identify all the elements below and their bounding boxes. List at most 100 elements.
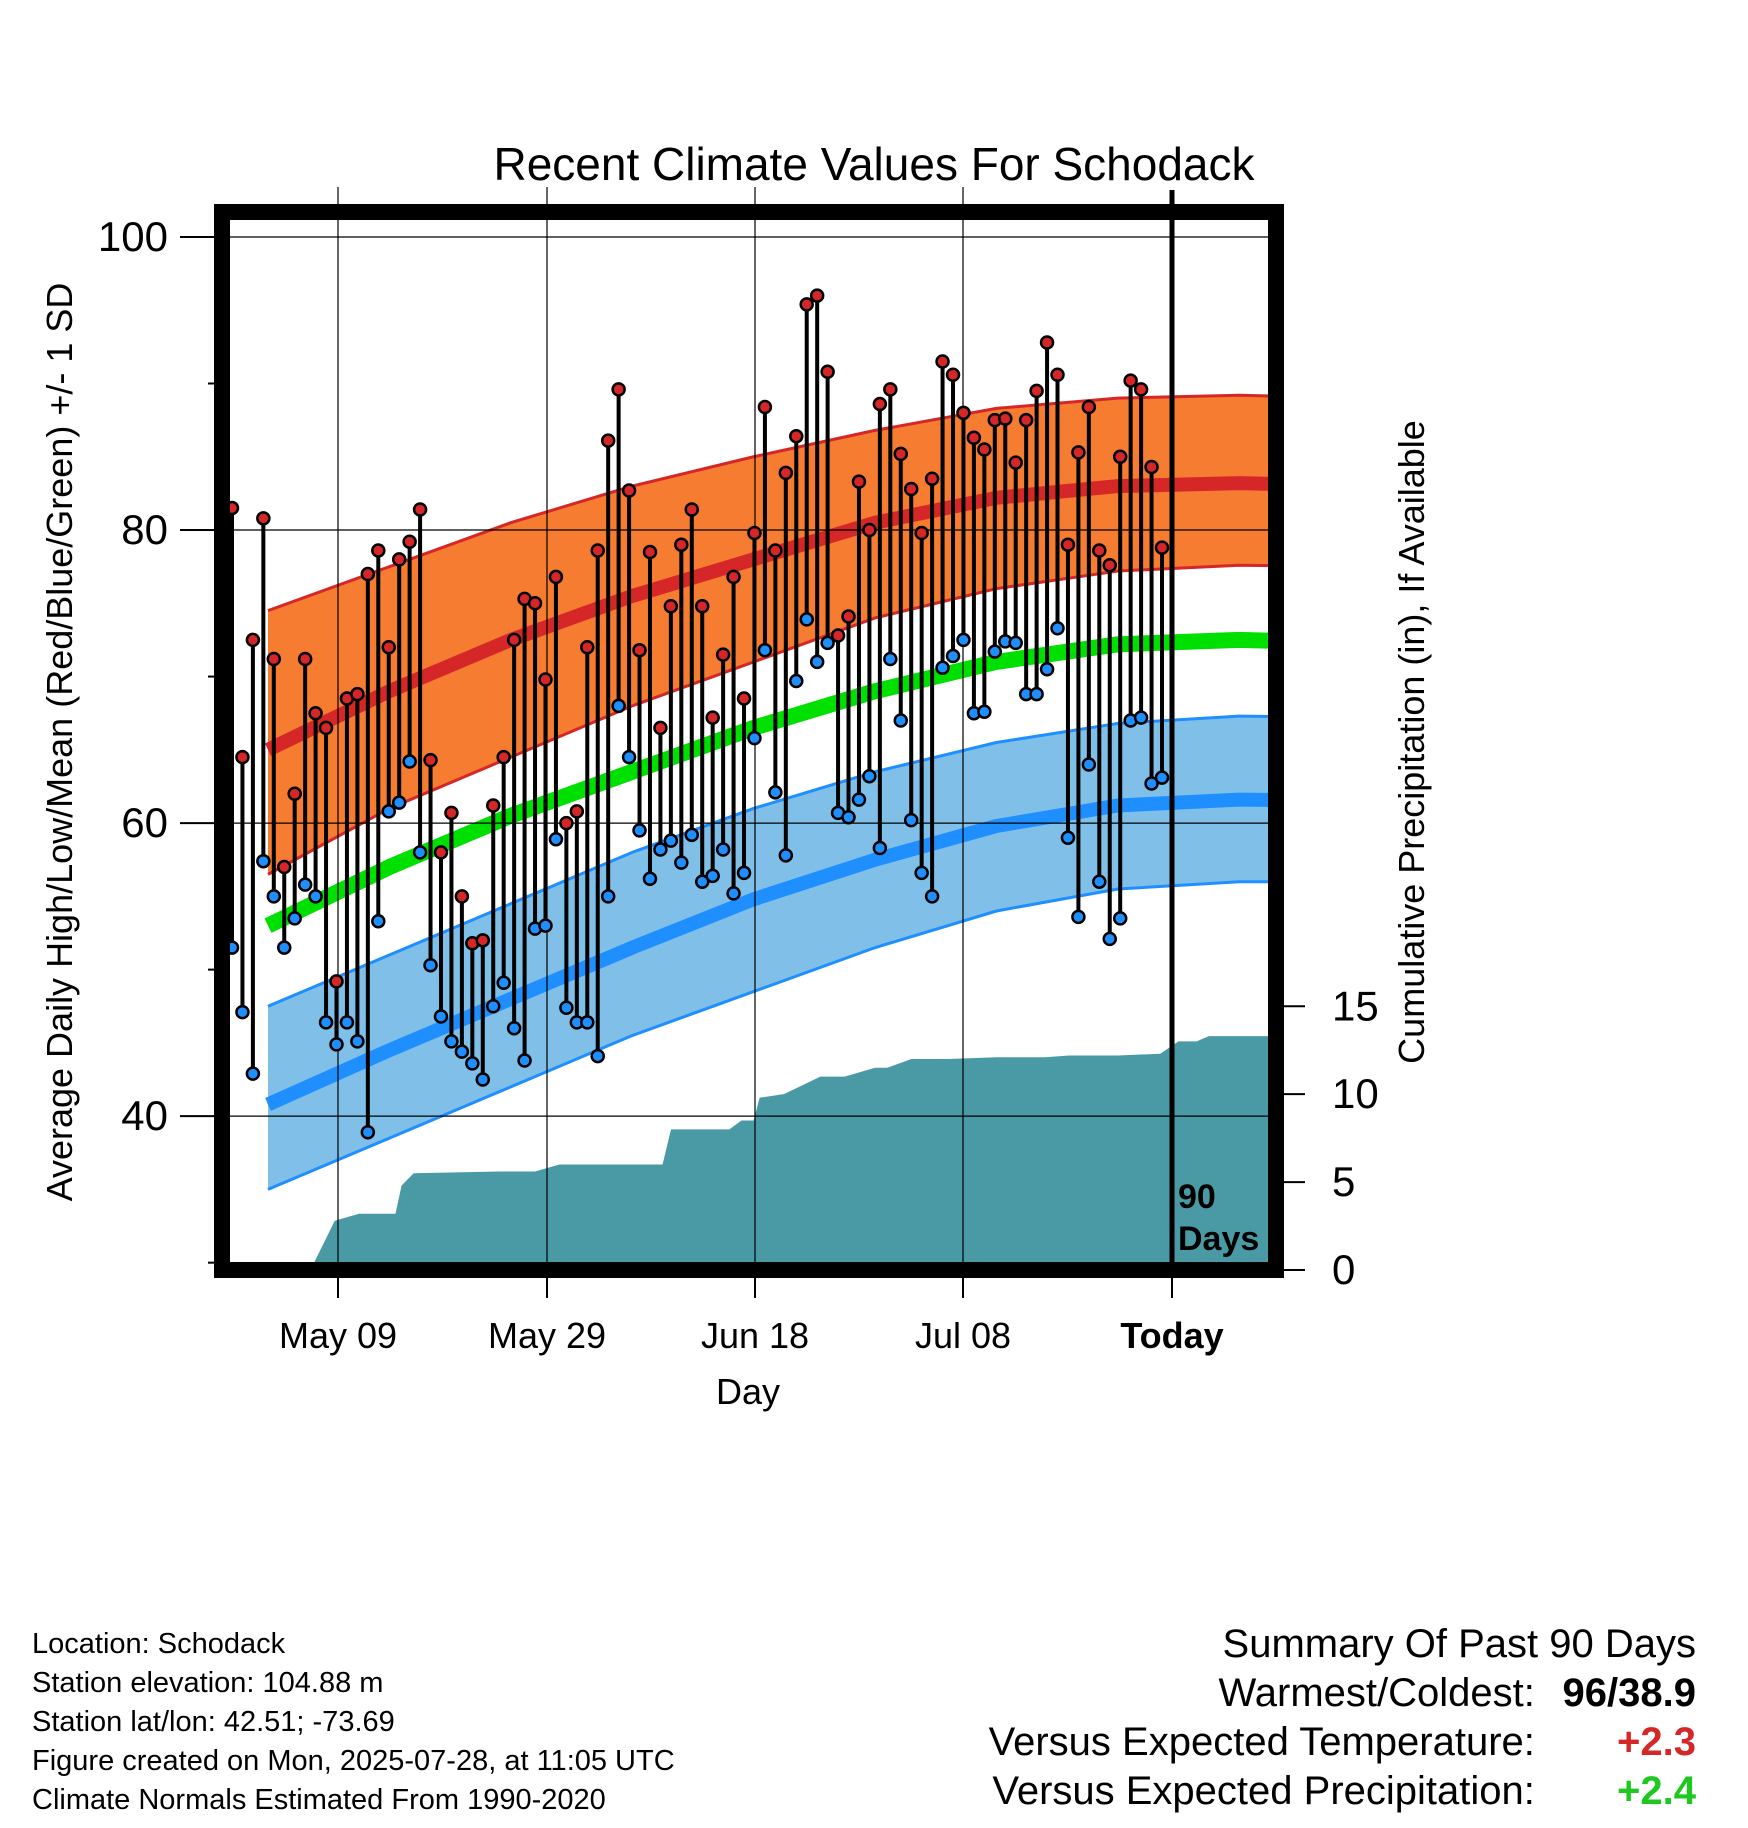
elevation-text: Station elevation: 104.88 m bbox=[32, 1667, 384, 1699]
daily-high-point bbox=[423, 752, 438, 768]
daily-high-point bbox=[580, 640, 595, 655]
summary-temp-row: Versus Expected Temperature: +2.3 bbox=[989, 1718, 1696, 1767]
daily-low-point bbox=[956, 632, 971, 648]
daily-high-point bbox=[799, 297, 814, 312]
daily-high-point bbox=[1081, 399, 1097, 415]
daily-low-point bbox=[799, 612, 814, 627]
daily-high-point bbox=[977, 442, 992, 457]
precip-departure-label: Versus Expected Precipitation: bbox=[992, 1769, 1535, 1813]
daily-high-point bbox=[715, 647, 731, 662]
daily-high-point bbox=[705, 710, 720, 725]
low-sd-band bbox=[268, 716, 1276, 1190]
daily-low-point bbox=[402, 754, 417, 769]
daily-low-point bbox=[1008, 635, 1023, 651]
daily-high-point bbox=[966, 430, 982, 445]
daily-high-point bbox=[726, 569, 741, 585]
y-tick-label: 80 bbox=[121, 506, 168, 553]
daily-high-point bbox=[538, 672, 553, 687]
daily-high-point bbox=[809, 288, 825, 303]
today-line-layer: 90 Days bbox=[1169, 190, 1259, 1270]
daily-high-point bbox=[768, 543, 783, 558]
daily-low-point bbox=[454, 1044, 470, 1059]
daily-low-point bbox=[841, 809, 856, 825]
daily-high-point bbox=[778, 465, 794, 481]
temp-departure-label: Versus Expected Temperature: bbox=[988, 1720, 1535, 1764]
daily-high-point bbox=[496, 749, 511, 765]
days-annotation: 90 bbox=[1178, 1178, 1216, 1216]
daily-low-point bbox=[1060, 830, 1076, 845]
location-text: Location: Schodack bbox=[32, 1628, 286, 1660]
daily-low-point bbox=[538, 918, 553, 933]
daily-low-point bbox=[235, 1004, 250, 1020]
daily-low-point bbox=[412, 845, 428, 860]
daily-high-point bbox=[266, 651, 282, 667]
daily-high-point bbox=[642, 544, 658, 560]
daily-low-point bbox=[1092, 874, 1107, 889]
daily-high-point bbox=[1144, 459, 1159, 475]
daily-high-point bbox=[433, 845, 449, 860]
daily-high-point bbox=[998, 411, 1013, 426]
daily-high-point bbox=[862, 522, 877, 538]
daily-low-point bbox=[883, 651, 898, 667]
daily-high-point bbox=[841, 609, 856, 624]
daily-low-point bbox=[663, 833, 679, 848]
x-tick-label: May 09 bbox=[279, 1315, 397, 1356]
warmest-coldest-value: 96/38.9 bbox=[1562, 1671, 1696, 1715]
daily-high-point bbox=[903, 481, 919, 497]
daily-low-point bbox=[496, 975, 511, 991]
summary-precip-row: Versus Expected Precipitation: +2.4 bbox=[989, 1767, 1696, 1816]
daily-low-point bbox=[1144, 776, 1159, 791]
daily-low-point bbox=[621, 749, 637, 765]
daily-low-point bbox=[256, 853, 271, 869]
daily-high-point bbox=[350, 686, 365, 702]
daily-low-point bbox=[465, 1056, 480, 1071]
daily-high-point bbox=[747, 525, 762, 541]
daily-high-point bbox=[600, 433, 616, 448]
daily-low-point bbox=[1050, 620, 1065, 636]
daily-low-point bbox=[276, 940, 292, 955]
daily-low-point bbox=[590, 1048, 605, 1064]
daily-high-point bbox=[559, 815, 574, 831]
daily-low-point bbox=[736, 865, 752, 881]
daily-low-point bbox=[987, 644, 1003, 659]
daily-low-point bbox=[872, 840, 888, 856]
daily-low-point bbox=[600, 889, 616, 904]
daily-high-point bbox=[893, 446, 909, 462]
daily-high-point bbox=[569, 804, 585, 819]
daily-high-point bbox=[256, 511, 271, 526]
daily-low-point bbox=[433, 1009, 449, 1024]
x-tick-label: Jun 18 bbox=[701, 1315, 809, 1356]
y2-tick-label: 10 bbox=[1332, 1070, 1379, 1117]
daily-low-point bbox=[360, 1125, 376, 1140]
daily-low-point bbox=[715, 842, 731, 857]
normal-low-line bbox=[265, 792, 1276, 1111]
plot-border bbox=[214, 204, 1284, 1278]
x-tick-label: May 29 bbox=[488, 1315, 606, 1356]
daily-high-point bbox=[945, 367, 961, 382]
daily-low-point bbox=[1112, 911, 1128, 926]
daily-high-point bbox=[297, 651, 313, 667]
daily-high-point bbox=[820, 364, 835, 380]
daily-low-point bbox=[517, 1053, 532, 1068]
daily-low-point bbox=[694, 874, 710, 889]
daily-high-point bbox=[956, 405, 971, 421]
summary-warmest-coldest-row: Warmest/Coldest: 96/38.9 bbox=[989, 1669, 1697, 1718]
plot-frame bbox=[214, 204, 1284, 1278]
daily-high-point bbox=[684, 502, 700, 517]
high-sd-band-lower-edge bbox=[267, 563, 1276, 876]
daily-high-point bbox=[485, 798, 501, 813]
daily-high-point bbox=[308, 705, 323, 721]
daily-high-point bbox=[475, 933, 491, 948]
daily-low-point bbox=[977, 704, 992, 719]
daily-low-point bbox=[820, 635, 835, 651]
daily-low-point bbox=[674, 855, 689, 870]
daily-high-point bbox=[1060, 537, 1076, 552]
station-info: Location: Schodack Station elevation: 10… bbox=[32, 1625, 675, 1820]
daily-low-point bbox=[935, 660, 950, 676]
daily-high-point bbox=[1018, 412, 1034, 428]
daily-low-point bbox=[851, 792, 867, 807]
x-tick-label: Jul 08 bbox=[915, 1315, 1011, 1356]
daily-low-point bbox=[444, 1034, 459, 1049]
daily-high-point bbox=[924, 471, 940, 486]
